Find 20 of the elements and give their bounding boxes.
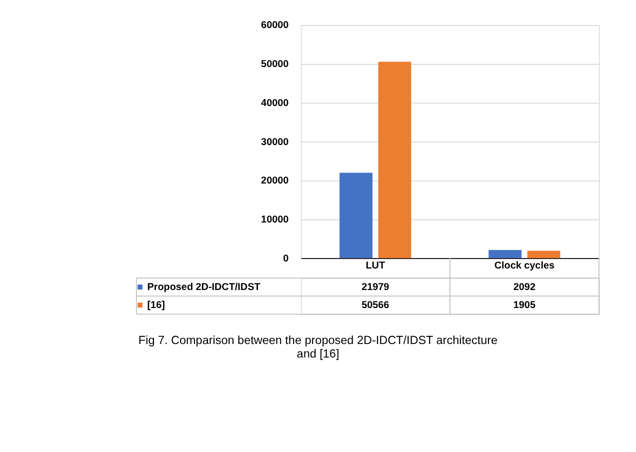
data-label: 21979 xyxy=(362,282,390,293)
legend-label: Proposed 2D-IDCT/IDST xyxy=(147,282,260,293)
y-tick-label: 0 xyxy=(283,253,290,264)
y-tick-label: 40000 xyxy=(261,98,290,109)
y-tick-label: 60000 xyxy=(261,20,290,32)
bar xyxy=(488,250,522,258)
bar xyxy=(527,250,560,258)
y-tick-label: 10000 xyxy=(261,214,290,226)
data-label: 2092 xyxy=(513,282,536,293)
bar xyxy=(378,62,412,258)
x-tick-label: Clock cycles xyxy=(494,260,555,272)
y-tick-label: 50000 xyxy=(261,59,290,70)
y-tick-label: 30000 xyxy=(261,136,290,148)
y-tick-label: 20000 xyxy=(261,176,290,187)
bar xyxy=(340,172,372,258)
data-label: 1905 xyxy=(513,300,536,311)
x-tick-label: LUT xyxy=(366,260,386,272)
caption: Fig 7. Comparison between the proposed 2D-IDCT/IDST architecture and [16] xyxy=(138,334,498,361)
data-label: 50566 xyxy=(362,300,390,311)
legend-label: [16] xyxy=(147,300,165,311)
